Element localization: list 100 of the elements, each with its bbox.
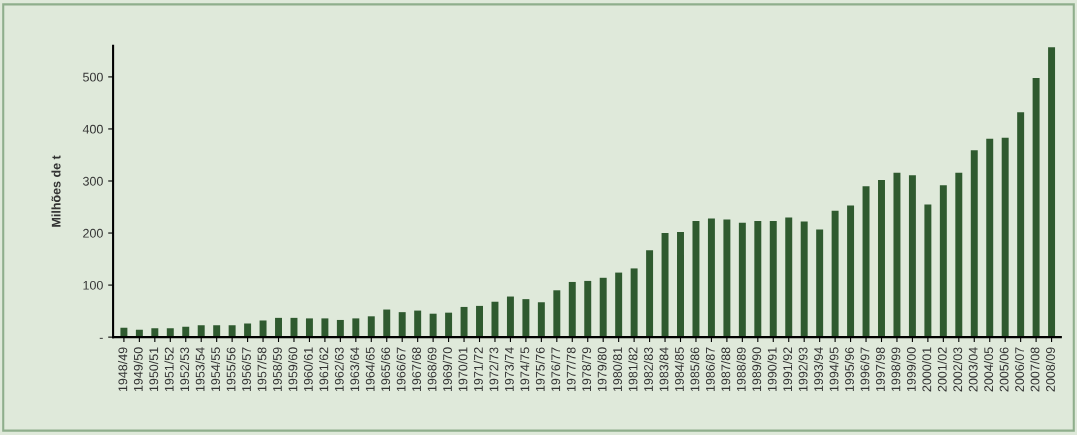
x-tick-label: 2007/08 — [1030, 347, 1040, 392]
bar — [445, 312, 453, 338]
bar — [908, 175, 916, 338]
x-tick-label: 1955/56 — [226, 347, 236, 392]
bar — [800, 221, 808, 338]
bar — [213, 325, 221, 338]
x-tick-label: 1997/98 — [875, 347, 885, 392]
bar — [1001, 137, 1009, 338]
bar — [398, 312, 406, 338]
bar — [970, 150, 978, 338]
x-tick-label: 1983/84 — [659, 347, 669, 392]
x-tick-label: 2006/07 — [1014, 347, 1024, 392]
x-tick-label: 1992/93 — [798, 347, 808, 392]
bar — [553, 290, 561, 338]
x-tick-label: 1977/78 — [566, 347, 576, 392]
x-tick-label: 1952/53 — [179, 347, 190, 392]
x-tick-label: 1971/72 — [473, 347, 483, 392]
y-tick-label: 300 — [82, 176, 103, 186]
bar — [506, 296, 514, 338]
bar — [769, 221, 777, 338]
bar — [599, 277, 607, 338]
x-tick-label: 1993/94 — [813, 347, 824, 392]
y-tick-label: 400 — [82, 124, 103, 134]
x-tick-label: 2005/06 — [999, 347, 1009, 392]
bar — [816, 229, 824, 338]
x-tick-label: 1953/54 — [195, 347, 205, 392]
x-tick-label: 1969/70 — [442, 347, 452, 392]
x-tick-label: 1948/49 — [118, 347, 128, 392]
bar — [383, 309, 391, 338]
bar — [352, 318, 360, 338]
bar — [986, 138, 994, 338]
bar — [537, 302, 545, 338]
x-tick-label: 1974/75 — [520, 347, 530, 392]
bar — [460, 306, 468, 338]
bar — [738, 222, 746, 338]
x-tick-label: 1961/62 — [319, 347, 329, 392]
x-tick-label: 1987/88 — [721, 347, 731, 392]
y-axis-title: Milhões de t — [51, 155, 61, 227]
y-tick-label: - — [99, 337, 103, 339]
bar — [939, 185, 947, 338]
bar — [321, 318, 329, 338]
bar — [893, 172, 901, 338]
bar — [754, 221, 762, 338]
x-tick-label: 1976/77 — [550, 347, 561, 392]
bar — [336, 319, 344, 338]
bar — [151, 328, 159, 338]
bar — [847, 205, 855, 338]
x-tick-label: 1988/89 — [736, 347, 746, 392]
x-tick-label: 1998/99 — [891, 347, 901, 392]
x-tick-label: 1994/95 — [829, 347, 839, 392]
bar — [305, 318, 313, 338]
x-tick-label: 1951/52 — [164, 347, 174, 392]
x-tick-label: 1958/59 — [272, 347, 282, 392]
x-tick-label: 2004/05 — [983, 347, 994, 392]
bar — [630, 268, 638, 338]
x-tick-label: 1996/97 — [860, 347, 870, 392]
x-tick-label: 1982/83 — [643, 347, 653, 392]
bar — [723, 219, 731, 338]
x-tick-label: 1981/82 — [628, 347, 638, 392]
bar — [197, 325, 205, 338]
bar — [228, 325, 236, 338]
bar — [491, 301, 499, 338]
x-tick-label: 1964/65 — [365, 347, 375, 392]
bar — [707, 218, 715, 338]
bar — [677, 231, 684, 338]
x-tick-label: 1949/50 — [133, 347, 143, 392]
x-tick-label: 1978/79 — [581, 347, 592, 392]
bar — [692, 221, 700, 338]
x-tick-label: 1984/85 — [674, 347, 684, 392]
bar — [785, 217, 793, 338]
x-tick-label: 1979/80 — [597, 347, 607, 392]
x-tick-label: 1991/92 — [782, 347, 793, 392]
bar — [1048, 47, 1056, 338]
x-tick-label: 2008/09 — [1045, 347, 1055, 392]
x-tick-label: 1960/61 — [303, 347, 313, 392]
x-tick-label: 1970/01 — [458, 347, 468, 392]
x-tick-label: 2002/03 — [952, 347, 963, 392]
x-tick-label: 2001/02 — [937, 347, 947, 392]
bar — [661, 233, 669, 338]
bar — [568, 281, 576, 338]
bar — [367, 316, 375, 338]
x-tick-label: 1957/58 — [257, 347, 267, 392]
bar — [1032, 77, 1040, 338]
x-tick-label: 1972/73 — [489, 347, 499, 392]
x-tick-label: 1985/86 — [690, 347, 700, 392]
x-tick-label: 1990/91 — [767, 347, 777, 392]
bar — [878, 179, 885, 338]
bar — [646, 250, 654, 338]
x-tick-label: 1959/60 — [288, 347, 298, 392]
bar — [615, 272, 623, 338]
bar — [476, 305, 483, 338]
x-tick-label: 1966/67 — [396, 347, 406, 392]
x-tick-label: 1995/96 — [844, 347, 854, 392]
x-tick-label: 1973/74 — [504, 347, 514, 392]
y-tick-label: 200 — [83, 228, 103, 238]
x-tick-label: 1963/64 — [350, 347, 360, 392]
bar — [924, 204, 932, 338]
bar — [862, 186, 870, 338]
bar — [259, 320, 267, 338]
x-tick-label: 1967/68 — [411, 347, 422, 392]
